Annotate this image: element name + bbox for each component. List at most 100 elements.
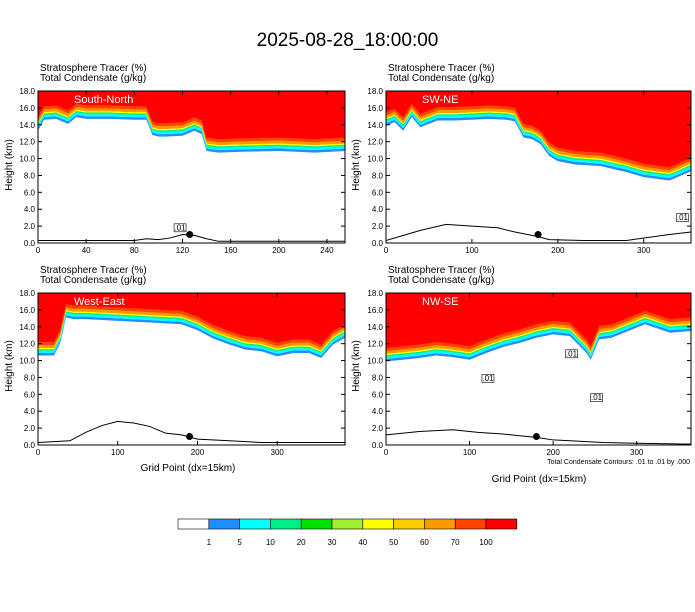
- panel-heading-2: Total Condensate (g/kg): [388, 275, 494, 286]
- x-tick-label: 40: [82, 246, 91, 255]
- location-marker: [186, 433, 194, 441]
- x-tick-label: 0: [384, 448, 389, 457]
- terrain-line: [38, 234, 345, 242]
- tracer-band: [386, 317, 691, 357]
- legend-label: 100: [479, 538, 493, 547]
- y-tick-label: 18.0: [19, 87, 35, 96]
- contour-label-box: [676, 213, 689, 222]
- legend-label: 50: [389, 538, 398, 547]
- x-tick-label: 200: [551, 246, 565, 255]
- x-tick-label: 300: [630, 448, 644, 457]
- y-tick-label: 14.0: [19, 323, 35, 332]
- legend-label: 40: [358, 538, 367, 547]
- y-tick-label: 14.0: [19, 121, 35, 130]
- y-tick-label: 12.0: [19, 138, 35, 147]
- panel-heading-1: Stratosphere Tracer (%): [40, 265, 147, 276]
- contour-label-box: [590, 393, 603, 403]
- panel-label: SW-NE: [422, 94, 458, 106]
- x-tick-label: 300: [271, 448, 285, 457]
- y-tick-label: 18.0: [19, 289, 35, 298]
- panel-heading-1: Stratosphere Tracer (%): [388, 63, 495, 74]
- tracer-band: [386, 114, 691, 181]
- figure-title: 2025-08-28_18:00:00: [256, 30, 439, 51]
- y-tick-label: 8.0: [372, 373, 384, 382]
- tracer-band: [38, 306, 345, 351]
- y-tick-label: 10.0: [19, 357, 35, 366]
- tracer-band: [386, 106, 691, 173]
- y-tick-label: 0.0: [24, 441, 36, 450]
- contour-note: Total Condensate Contours: .01 to .01 by…: [547, 459, 690, 466]
- y-axis-label: Height (km): [4, 340, 15, 392]
- y-tick-label: 8.0: [372, 171, 384, 180]
- x-tick-label: 0: [36, 246, 41, 255]
- panel-heading-1: Stratosphere Tracer (%): [388, 265, 495, 276]
- contour-label-box: [481, 373, 495, 383]
- contour-label-box: [173, 223, 187, 233]
- tracer-band: [386, 109, 691, 175]
- legend-swatch: [270, 518, 302, 530]
- x-tick-label: 300: [637, 246, 651, 255]
- y-tick-label: 4.0: [24, 205, 36, 214]
- plot-area: .01 .01 .01: [386, 293, 691, 445]
- legend-swatch: [239, 518, 271, 530]
- y-tick-label: 6.0: [372, 188, 384, 197]
- plot-frame: [37, 90, 346, 244]
- plot-frame: [385, 292, 692, 446]
- tracer-band: [386, 316, 691, 356]
- panel-label: NW-SE: [422, 296, 458, 308]
- y-tick-label: 6.0: [372, 390, 384, 399]
- tracer-band: [386, 319, 691, 359]
- panel-label: West-East: [74, 296, 125, 308]
- tracer-band: [386, 321, 691, 362]
- contour-label: .01: [175, 223, 187, 232]
- y-tick-label: 4.0: [372, 407, 384, 416]
- location-marker: [534, 231, 542, 239]
- y-tick-label: 16.0: [19, 104, 35, 113]
- x-tick-label: 100: [463, 448, 477, 457]
- y-tick-label: 8.0: [24, 373, 36, 382]
- contour-label: .01: [591, 393, 603, 402]
- panel-heading-1: Stratosphere Tracer (%): [40, 63, 147, 74]
- x-tick-label: 0: [36, 448, 41, 457]
- y-tick-label: 18.0: [367, 289, 383, 298]
- y-axis-label: Height (km): [351, 139, 362, 191]
- y-tick-label: 4.0: [372, 205, 384, 214]
- tracer-band: [38, 311, 345, 354]
- plot-frame: [385, 90, 692, 244]
- plot-frame: [37, 292, 346, 446]
- y-tick-label: 4.0: [24, 407, 36, 416]
- y-tick-label: 14.0: [367, 121, 383, 130]
- location-marker: [532, 433, 540, 441]
- y-tick-label: 8.0: [24, 171, 36, 180]
- tracer-band: [386, 313, 691, 354]
- y-tick-label: 10.0: [367, 155, 383, 164]
- y-tick-label: 2.0: [372, 424, 384, 433]
- contour-label: .01: [677, 213, 689, 222]
- y-tick-label: 10.0: [367, 357, 383, 366]
- y-axis-label: Height (km): [4, 139, 15, 191]
- x-tick-label: 200: [272, 246, 286, 255]
- y-tick-label: 18.0: [367, 87, 383, 96]
- color-legend: 1 5 10 20 30 40 50 60 70 100: [177, 518, 518, 547]
- y-tick-label: 6.0: [24, 188, 36, 197]
- x-tick-label: 240: [320, 246, 334, 255]
- y-tick-label: 0.0: [372, 239, 384, 248]
- location-marker: [186, 231, 194, 239]
- x-tick-label: 200: [546, 448, 560, 457]
- y-tick-label: 6.0: [24, 390, 36, 399]
- y-tick-label: 12.0: [367, 138, 383, 147]
- terrain-line: [38, 420, 345, 443]
- y-tick-label: 12.0: [19, 340, 35, 349]
- legend-swatch: [393, 518, 425, 530]
- terrain-line: [386, 223, 691, 241]
- legend-label: 1: [207, 538, 212, 547]
- stratosphere-tracer-fill: [38, 91, 345, 146]
- panel-sw-ne: Stratosphere Tracer (%) Total Condensate…: [351, 63, 692, 255]
- legend-label: 60: [420, 538, 429, 547]
- x-axis-label: Grid Point (dx=15km): [141, 463, 236, 474]
- x-tick-label: 100: [465, 246, 479, 255]
- legend-label: 5: [237, 538, 242, 547]
- y-tick-label: 16.0: [367, 306, 383, 315]
- contour-label: .01: [482, 374, 494, 383]
- legend-swatch: [300, 518, 333, 530]
